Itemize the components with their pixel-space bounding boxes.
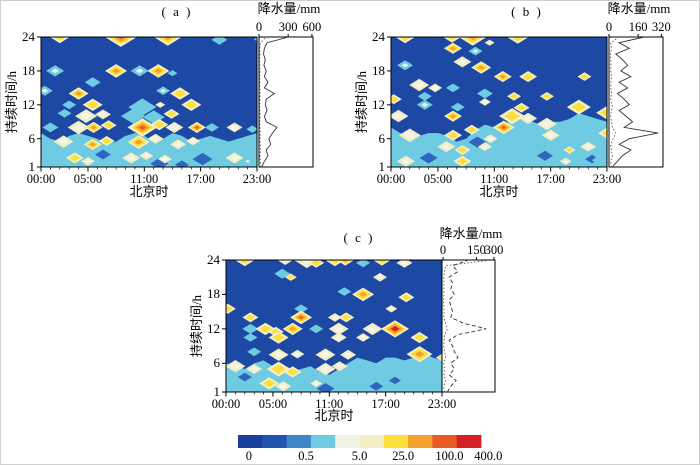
y-tick-label-a: 1 [28, 158, 36, 174]
heatmap-c [222, 259, 443, 397]
side-tick-label-b: 320 [652, 20, 671, 34]
side-tick-label-c: 150 [467, 243, 486, 257]
colorbar-tick-label: 5.0 [351, 449, 368, 463]
panel-a-yaxis-label: 持续时间/h [3, 70, 19, 134]
x-tick-label-c: 11:00 [315, 397, 344, 411]
side-tick-label-a: 300 [278, 20, 298, 34]
y-tick-label-b: 12 [372, 96, 385, 112]
colorbar [238, 435, 482, 448]
panel-b-title: ( b ) [511, 4, 543, 19]
y-tick-label-c: 24 [207, 251, 220, 267]
side-tick-label-b: 0 [605, 20, 613, 34]
side-plot-a [258, 34, 314, 168]
side-tick-label-a: 0 [255, 20, 263, 34]
y-tick-label-b: 24 [372, 28, 385, 44]
y-tick-label-a: 12 [22, 96, 35, 112]
panel-c-side-label: 降水量/mm [439, 226, 503, 241]
x-tick-label-c: 23:00 [427, 397, 457, 411]
x-tick-label-a: 00:00 [26, 172, 56, 186]
x-tick-label-c: 00:00 [211, 397, 241, 411]
x-tick-label-a: 05:00 [73, 172, 103, 186]
x-tick-label-b: 23:00 [592, 172, 622, 186]
x-tick-label-a: 11:00 [130, 172, 159, 186]
x-tick-label-b: 00:00 [376, 172, 406, 186]
side-tick-label-c: 0 [439, 243, 447, 257]
panel-a-title: ( a ) [161, 4, 193, 19]
panel-c-xaxis-label: 北京时 [314, 408, 354, 423]
x-tick-label-b: 11:00 [480, 172, 509, 186]
side-plot-b [608, 34, 664, 168]
y-tick-label-b: 6 [378, 130, 386, 146]
y-tick-label-a: 6 [28, 130, 36, 146]
y-tick-label-a: 24 [22, 28, 35, 44]
x-tick-label-c: 05:00 [258, 397, 288, 411]
colorbar-tick-label: 100.0 [435, 449, 464, 463]
y-tick-label-c: 12 [207, 320, 220, 336]
panel-b-side-label: 降水量/mm [607, 1, 671, 16]
y-tick-label-c: 1 [213, 383, 221, 399]
panel-c-title: ( c ) [343, 230, 375, 245]
heatmap-b [387, 36, 608, 172]
colorbar-tick-label: 0.5 [298, 449, 314, 463]
panel-b-xaxis-label: 北京时 [479, 184, 519, 199]
y-tick-label-c: 18 [207, 286, 220, 302]
x-tick-label-c: 17:00 [371, 397, 400, 411]
x-tick-label-a: 23:00 [242, 172, 272, 186]
side-tick-label-c: 300 [484, 243, 504, 257]
side-tick-label-b: 160 [628, 20, 648, 34]
side-plot-c [441, 257, 496, 393]
panel-b-yaxis-label: 持续时间/h [353, 70, 369, 134]
colorbar-tick-label: 0 [245, 449, 253, 463]
x-tick-label-a: 17:00 [186, 172, 215, 186]
colorbar-tick-label: 400.0 [474, 449, 503, 463]
panel-c-yaxis-label: 持续时间/h [188, 294, 204, 358]
x-tick-label-b: 05:00 [423, 172, 453, 186]
side-tick-label-a: 600 [302, 20, 322, 34]
y-tick-label-b: 1 [378, 158, 386, 174]
heatmap-a [37, 36, 258, 172]
panel-a-side-label: 降水量/mm [257, 1, 321, 16]
y-tick-label-b: 18 [372, 62, 385, 78]
y-tick-label-a: 18 [22, 62, 35, 78]
colorbar-tick-label: 25.0 [392, 449, 415, 463]
panel-a-xaxis-label: 北京时 [129, 184, 169, 199]
y-tick-label-c: 6 [213, 355, 221, 371]
x-tick-label-b: 17:00 [536, 172, 565, 186]
